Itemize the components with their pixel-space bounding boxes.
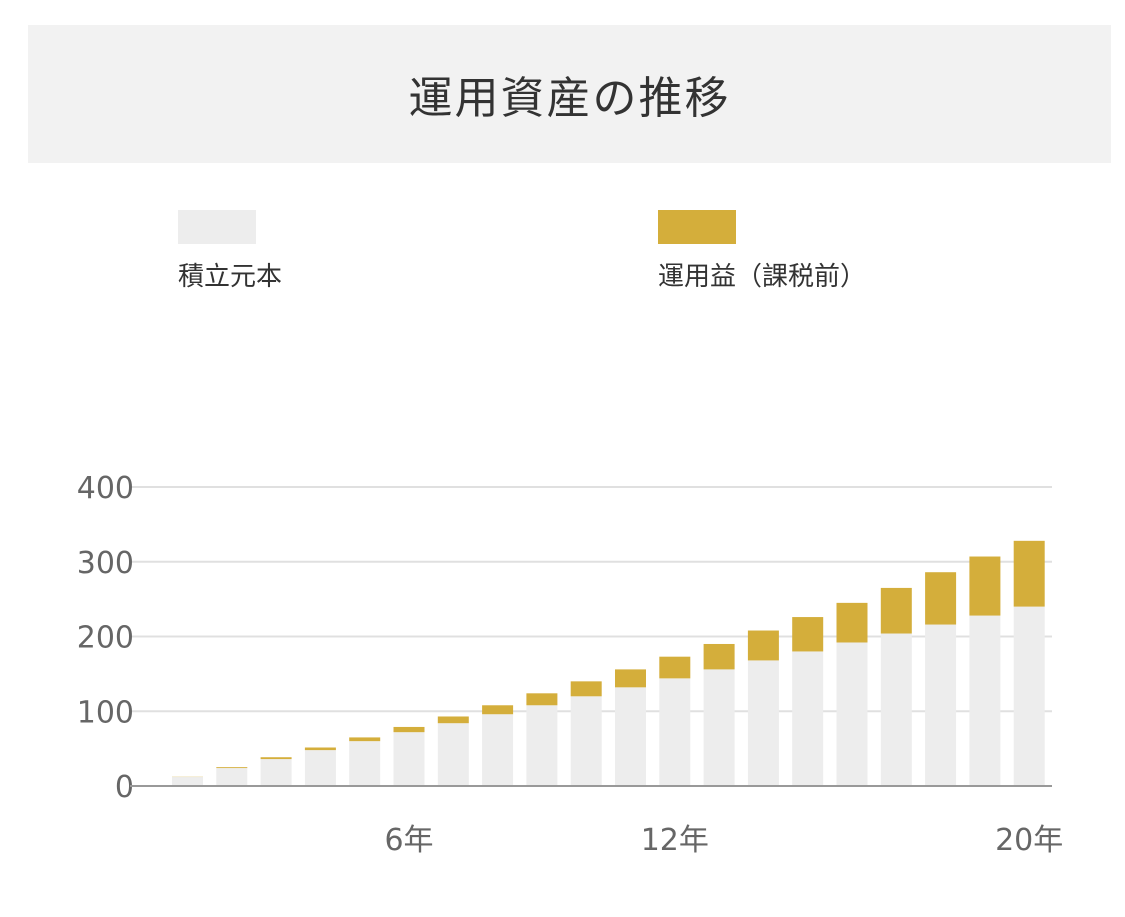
bar-principal-year-13 [703,669,735,786]
bar-gain-year-20 [1013,540,1045,607]
bar-principal-year-12 [659,678,691,786]
bar-principal-year-3 [260,759,292,786]
bar-gain-year-4 [304,747,336,751]
bar-principal-year-19 [969,615,1001,786]
bar-principal-year-16 [836,642,868,786]
title-bar: 運用資産の推移 [28,25,1111,163]
bar-principal-year-9 [526,705,558,786]
bar-gain-year-10 [570,681,602,697]
bar-gain-year-5 [349,737,381,742]
bar-principal-year-17 [880,633,912,786]
bar-gain-year-2 [216,767,248,769]
x-tick-label-6: 6年 [384,823,433,858]
x-tick-label-12: 12年 [641,823,709,858]
bar-gain-year-3 [260,757,292,760]
bar-gain-year-6 [393,726,425,733]
y-tick-label-0: 0 [115,770,134,805]
legend-swatch-gain [658,210,736,244]
bar-gain-year-18 [925,572,957,625]
x-tick-label-20: 20年 [995,823,1063,858]
bar-principal-year-18 [925,624,957,786]
bar-principal-year-7 [437,723,469,786]
bar-principal-year-10 [570,696,602,786]
bar-principal-year-6 [393,732,425,786]
bar-gain-year-17 [880,587,912,634]
bar-principal-year-2 [216,768,248,786]
bar-principal-year-20 [1013,606,1045,786]
bar-gain-year-11 [615,669,646,688]
legend-item-gain: 運用益（課税前） [658,210,866,293]
bar-principal-year-11 [615,687,646,786]
bar-gain-year-16 [836,602,868,643]
bar-gain-year-7 [437,716,469,724]
bar-principal-year-4 [304,750,336,786]
y-tick-label-200: 200 [77,621,134,656]
legend-swatch-principal [178,210,256,244]
bar-principal-year-1 [172,777,203,786]
bar-gain-year-14 [747,630,779,661]
bar-gain-year-9 [526,693,558,706]
bar-gain-year-13 [703,643,735,670]
bar-principal-year-8 [482,714,514,786]
bar-principal-year-14 [747,660,779,786]
y-tick-label-400: 400 [77,471,134,506]
bar-gain-year-15 [792,617,824,652]
bar-gain-year-8 [482,705,514,715]
legend-item-principal: 積立元本 [178,210,282,293]
legend-label-principal: 積立元本 [178,262,283,292]
y-tick-label-100: 100 [77,695,134,730]
bar-principal-year-5 [349,741,381,786]
y-tick-label-300: 300 [77,546,134,581]
legend-label-gain: 運用益（課税前） [658,262,867,292]
bar-gain-year-12 [659,656,691,679]
bar-gain-year-19 [969,556,1001,616]
chart-title: 運用資産の推移 [408,73,731,124]
bar-principal-year-15 [792,651,824,786]
